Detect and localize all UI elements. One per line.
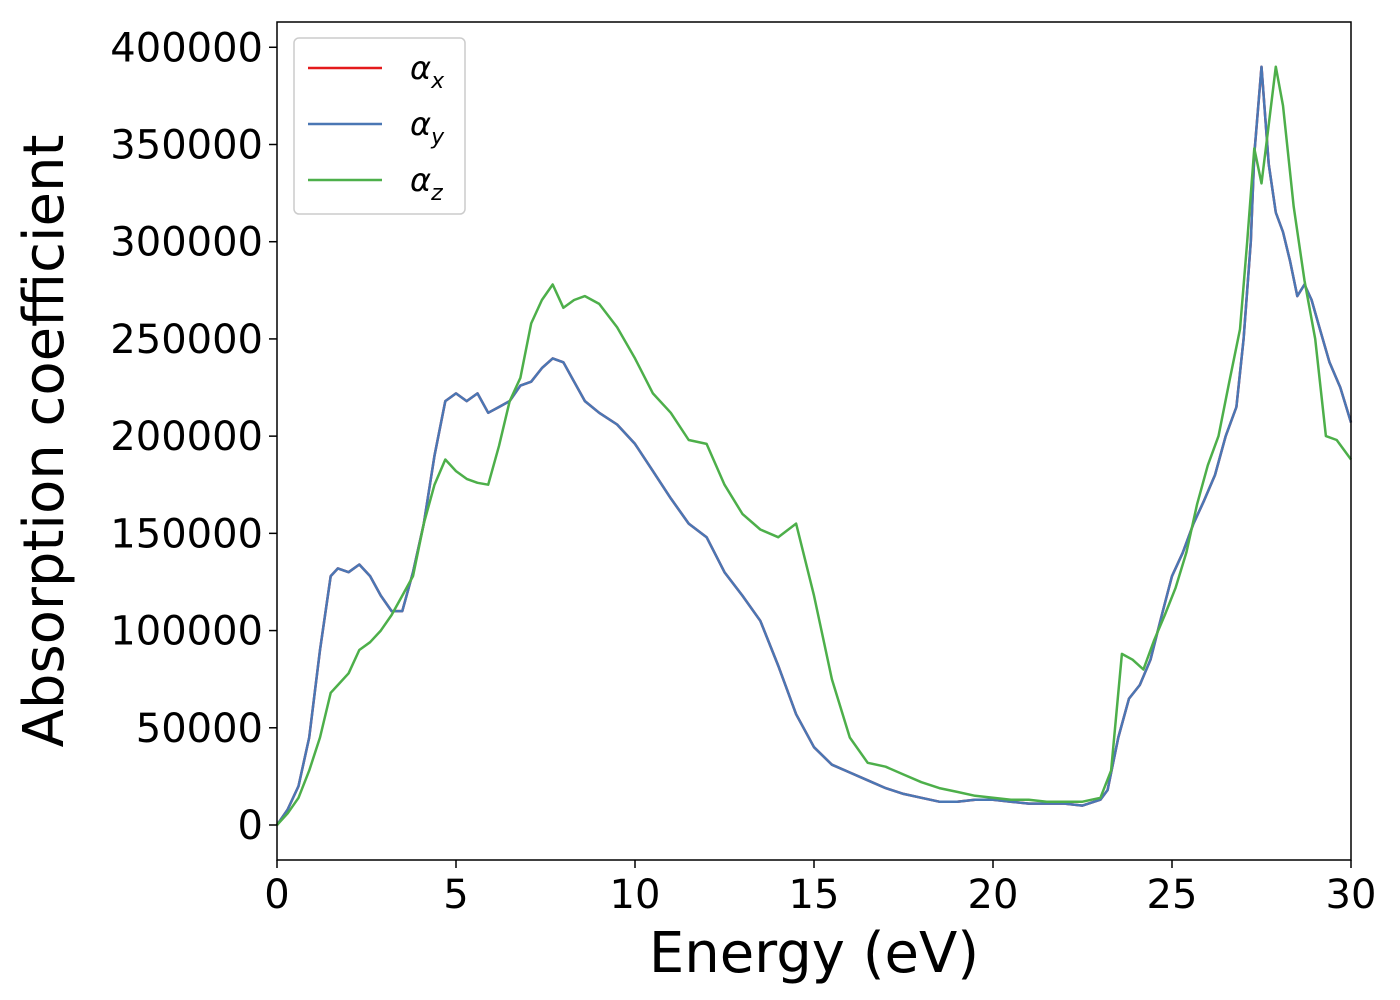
y-tick-label: 250000 <box>110 317 263 363</box>
y-tick-label: 0 <box>238 803 263 849</box>
y-tick-label: 300000 <box>110 220 263 266</box>
y-axis-ticks: 0 50000 100000 150000 200000 250000 300000 3500… <box>110 25 277 849</box>
y-tick-label: 100000 <box>110 609 263 655</box>
legend-label-y: αy <box>410 105 445 150</box>
x-axis-ticks: 0 5 10 15 20 25 30 <box>264 860 1376 918</box>
legend-label-z: αz <box>410 161 443 206</box>
y-tick-label: 400000 <box>110 25 263 71</box>
y-tick-label: 50000 <box>136 706 263 752</box>
x-tick-label: 10 <box>610 872 661 918</box>
x-axis-title: Energy (eV) <box>649 921 979 986</box>
y-tick-label: 350000 <box>110 122 263 168</box>
x-tick-label: 5 <box>443 872 468 918</box>
x-tick-label: 0 <box>264 872 289 918</box>
y-tick-label: 150000 <box>110 511 263 557</box>
legend: αx αy αz <box>293 37 466 215</box>
x-tick-label: 15 <box>789 872 840 918</box>
series-line-y <box>275 65 1353 826</box>
legend-label-x: αx <box>410 49 445 94</box>
series-layer <box>275 65 1353 826</box>
y-axis-title: Absorption coefficient <box>12 135 77 748</box>
x-tick-label: 25 <box>1147 872 1198 918</box>
series-line-z <box>276 65 1353 826</box>
y-tick-label: 200000 <box>110 414 263 460</box>
x-tick-label: 30 <box>1326 872 1377 918</box>
x-tick-label: 20 <box>968 872 1019 918</box>
legend-box <box>293 37 466 215</box>
